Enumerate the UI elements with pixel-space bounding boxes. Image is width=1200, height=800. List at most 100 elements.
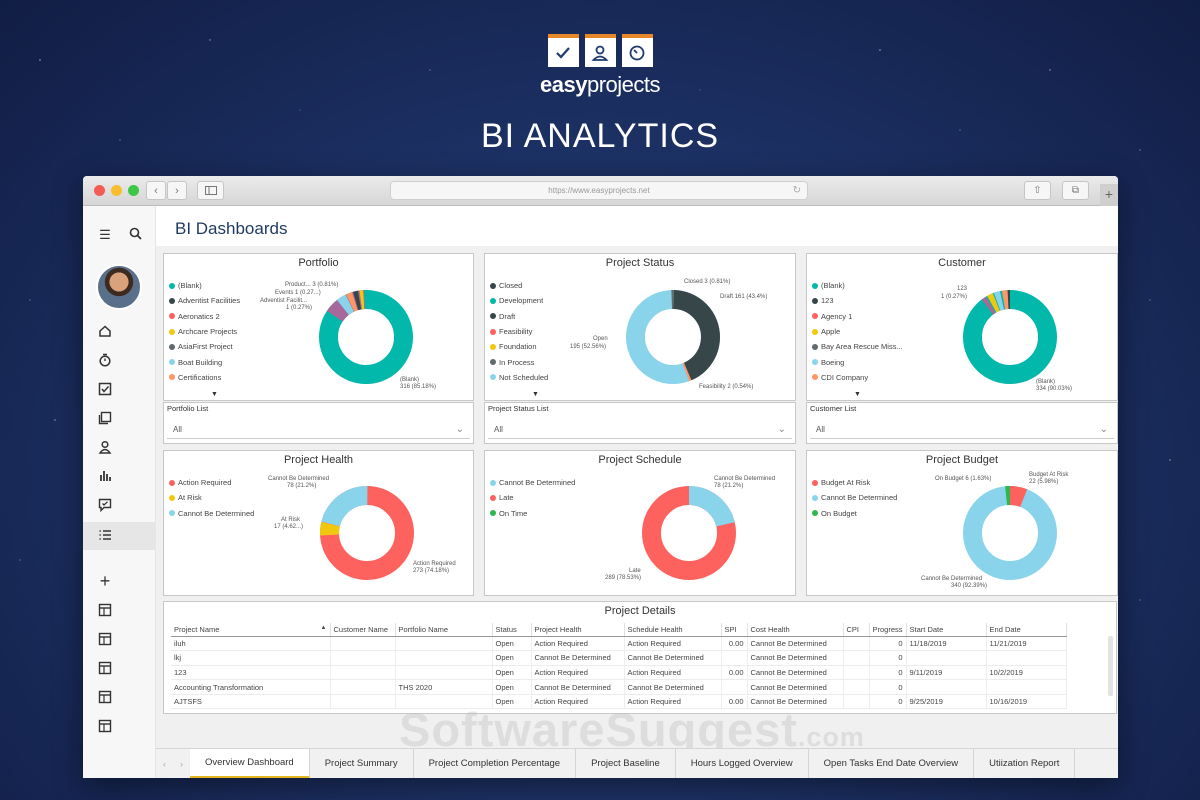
project-status-chart-card[interactable]: Project Status Closed Development Draft … — [484, 253, 796, 401]
legend-item[interactable]: Draft — [490, 309, 548, 324]
tab-project-completion-percentage[interactable]: Project Completion Percentage — [414, 749, 577, 778]
legend-item[interactable]: Adventist Facilities — [169, 293, 240, 308]
user-icon[interactable] — [97, 440, 113, 456]
tasks-checkbox-icon[interactable] — [97, 382, 113, 398]
legend-item[interactable]: Development — [490, 293, 548, 308]
column-header[interactable]: Project Health — [531, 623, 625, 637]
home-icon[interactable] — [97, 324, 113, 340]
tab-utilization-report[interactable]: Utiization Report — [974, 749, 1076, 778]
timer-icon[interactable] — [97, 353, 113, 369]
legend-item[interactable]: Aeronatics 2 — [169, 309, 240, 324]
legend-item[interactable]: Cannot Be Determined — [812, 490, 897, 505]
project-budget-donut[interactable] — [960, 483, 1060, 583]
project-health-chart-card[interactable]: Project Health Action Required At Risk C… — [163, 450, 474, 596]
table-row[interactable]: Accounting Transformation THS 2020 Open Can… — [171, 679, 1067, 695]
dashboard-table-icon[interactable] — [97, 603, 113, 619]
column-header[interactable]: SPI — [721, 623, 748, 637]
tab-hours-logged-overview[interactable]: Hours Logged Overview — [676, 749, 809, 778]
legend-item[interactable]: Closed — [490, 278, 548, 293]
legend-item[interactable]: Boat Building — [169, 354, 240, 369]
column-header[interactable]: End Date — [986, 623, 1067, 637]
table-row[interactable]: iluh Open Action Required Action Required 0.… — [171, 636, 1067, 652]
customer-list-dropdown[interactable]: All ⌄ — [810, 420, 1114, 439]
back-button[interactable]: ‹ — [146, 181, 166, 200]
column-header[interactable]: Status — [492, 623, 532, 637]
portfolio-chart-card[interactable]: Portfolio (Blank) Adventist Facilities A… — [163, 253, 474, 401]
legend-item[interactable]: Foundation — [490, 339, 548, 354]
dashboard-table-icon[interactable] — [97, 632, 113, 648]
column-header[interactable]: Schedule Health — [624, 623, 722, 637]
column-header[interactable]: Progress — [869, 623, 907, 637]
dashboard-table-icon[interactable] — [97, 719, 113, 735]
legend-item[interactable]: CDI Company — [812, 370, 903, 385]
legend-item[interactable]: Action Required — [169, 475, 254, 490]
legend-item[interactable]: 123 — [812, 293, 903, 308]
column-header[interactable]: Customer Name — [330, 623, 396, 637]
legend-item[interactable]: (Blank) — [169, 278, 240, 293]
tabs-overview-icon[interactable]: ⧉ — [1062, 181, 1089, 200]
portfolio-donut[interactable] — [316, 287, 416, 387]
project-health-donut[interactable] — [317, 483, 417, 583]
tab-open-tasks-end-date-overview[interactable]: Open Tasks End Date Overview — [809, 749, 975, 778]
column-header[interactable]: CPI — [843, 623, 870, 637]
legend-item[interactable]: Late — [490, 490, 575, 505]
project-schedule-chart-card[interactable]: Project Schedule Cannot Be Determined La… — [484, 450, 796, 596]
portfolio-list-dropdown[interactable]: All ⌄ — [167, 420, 470, 439]
minimize-window-button[interactable] — [111, 185, 122, 196]
reload-icon[interactable]: ↻ — [792, 185, 801, 196]
bar-chart-icon[interactable] — [97, 469, 113, 485]
menu-icon[interactable]: ☰ — [99, 227, 111, 242]
url-bar[interactable]: https://www.easyprojects.net ↻ — [390, 181, 808, 200]
search-icon[interactable] — [127, 227, 143, 243]
legend-item[interactable]: Not Scheduled — [490, 370, 548, 385]
sidebar-item-bi-active[interactable] — [83, 522, 156, 550]
column-header[interactable]: Portfolio Name — [395, 623, 493, 637]
column-header[interactable]: Project Name ▲ — [171, 623, 331, 637]
zoom-window-button[interactable] — [128, 185, 139, 196]
add-icon[interactable]: + — [99, 571, 111, 591]
customer-chart-card[interactable]: Customer (Blank) 123 Agency 1 Apple Bay … — [806, 253, 1118, 401]
legend-item[interactable]: Certifications — [169, 370, 240, 385]
project-status-list-dropdown[interactable]: All ⌄ — [488, 420, 792, 439]
forward-button[interactable]: › — [167, 181, 187, 200]
dashboard-table-icon[interactable] — [97, 690, 113, 706]
legend-item[interactable]: Apple — [812, 324, 903, 339]
dashboard-table-icon[interactable] — [97, 661, 113, 677]
legend-scroll-down-icon[interactable]: ▼ — [532, 391, 539, 398]
table-row[interactable]: AJTSFS Open Action Required Action Required… — [171, 694, 1067, 710]
project-schedule-donut[interactable] — [639, 483, 739, 583]
customer-donut[interactable] — [960, 287, 1060, 387]
legend-item[interactable]: Agency 1 — [812, 309, 903, 324]
legend-item[interactable]: Budget At Risk — [812, 475, 897, 490]
legend-item[interactable]: In Process — [490, 354, 548, 369]
tab-overview-dashboard[interactable]: Overview Dashboard — [190, 749, 310, 778]
legend-item[interactable]: (Blank) — [812, 278, 903, 293]
avatar[interactable] — [96, 264, 142, 310]
legend-item[interactable]: Archcare Projects — [169, 324, 240, 339]
tab-project-summary[interactable]: Project Summary — [310, 749, 414, 778]
legend-item[interactable]: At Risk — [169, 490, 254, 505]
table-row[interactable]: lkj Open Cannot Be Determined Cannot Be Det… — [171, 650, 1067, 666]
legend-item[interactable]: Cannot Be Determined — [490, 475, 575, 490]
documents-icon[interactable] — [97, 411, 113, 427]
share-icon[interactable]: ⇧ — [1024, 181, 1051, 200]
tab-scroll-left-icon[interactable]: ‹ — [163, 758, 166, 769]
close-window-button[interactable] — [94, 185, 105, 196]
legend-item[interactable]: Feasibility — [490, 324, 548, 339]
legend-item[interactable]: AsiaFirst Project — [169, 339, 240, 354]
table-row[interactable]: 123 Open Action Required Action Required 0.0… — [171, 665, 1067, 681]
legend-scroll-down-icon[interactable]: ▼ — [854, 391, 861, 398]
legend-item[interactable]: Bay Area Rescue Miss... — [812, 339, 903, 354]
column-header[interactable]: Start Date — [906, 623, 987, 637]
new-tab-button[interactable]: + — [1100, 184, 1118, 206]
list-icon[interactable] — [97, 528, 113, 544]
feedback-icon[interactable] — [97, 498, 113, 514]
tab-scroll-right-icon[interactable]: › — [180, 758, 183, 769]
legend-item[interactable]: Boeing — [812, 354, 903, 369]
legend-scroll-down-icon[interactable]: ▼ — [211, 391, 218, 398]
legend-item[interactable]: Cannot Be Determined — [169, 506, 254, 521]
project-status-donut[interactable] — [623, 287, 723, 387]
column-header[interactable]: Cost Health — [747, 623, 844, 637]
tab-project-baseline[interactable]: Project Baseline — [576, 749, 676, 778]
legend-item[interactable]: On Budget — [812, 506, 897, 521]
